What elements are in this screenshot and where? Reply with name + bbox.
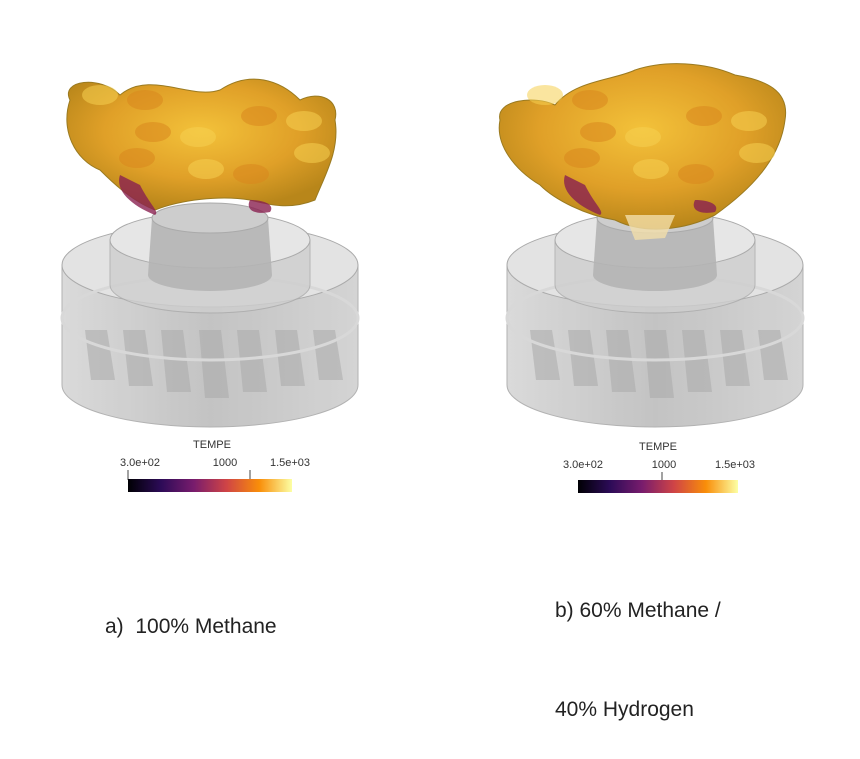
panel-b-render [498,63,805,428]
flame-patch [686,106,722,126]
flame-patch [286,111,322,131]
caption-line: b) 60% Methane / [555,599,721,622]
colorbar-a: TEMPE 3.0e+02 1000 1.5e+03 [120,439,310,492]
colorbar-min-label: 3.0e+02 [120,457,160,469]
swirler-vane [606,330,636,392]
swirler-vane [123,330,153,386]
caption-line: 40% Hydrogen [555,698,694,721]
flame-patch [625,127,661,147]
swirler-vane [644,330,674,398]
flame-patch [82,85,118,105]
swirler-vane [275,330,305,386]
flame-patch [119,148,155,168]
swirler-vane [237,330,267,392]
flame-cool-edge [564,175,602,215]
flame-patch [527,85,563,105]
flame-hydrogen-tip [625,215,675,240]
colorbar-max-label: 1.5e+03 [270,457,310,469]
colorbar-title: TEMPE [193,439,231,451]
swirler-vane [682,330,712,392]
flame-patch [135,122,171,142]
flame-patch [180,127,216,147]
flame-cool-edge [693,200,717,213]
flame-cool-edge [248,200,272,213]
flame-patch [580,122,616,142]
swirler-vane [758,330,788,380]
flame-cool-edge [119,175,157,215]
caption-b: b) 60% Methane / 40% Hydrogen [555,528,721,759]
flame-patch [564,148,600,168]
flame-patch [678,164,714,184]
caption-a: a) 100% Methane [105,544,277,676]
colorbar-mid-label: 1000 [652,459,676,471]
colorbar-gradient [578,480,738,493]
swirler-vane [313,330,343,380]
flame-patch [572,90,608,110]
flame-patch [633,159,669,179]
colorbar-title: TEMPE [639,441,677,453]
burner-centerbody-top [151,202,269,234]
colorbar-b: TEMPE 3.0e+02 1000 1.5e+03 [563,441,755,493]
flame-patch [241,106,277,126]
colorbar-gradient [128,479,292,492]
burner-centerbody [148,218,272,291]
flame-patch [294,143,330,163]
swirler-vane [199,330,229,398]
figure: TEMPE 3.0e+02 1000 1.5e+03 TEMPE 3.0e+02… [60,63,805,493]
flame-patch [731,111,767,131]
flame-patch [739,143,775,163]
panel-a-render [60,78,360,428]
swirler-vane [720,330,750,386]
colorbar-mid-label: 1000 [213,457,237,469]
colorbar-max-label: 1.5e+03 [715,459,755,471]
colorbar-min-label: 3.0e+02 [563,459,603,471]
flame-patch [188,159,224,179]
burner-centerbody [593,218,717,291]
flame-patch [127,90,163,110]
caption-line: a) 100% Methane [105,615,277,638]
swirler-vane [568,330,598,386]
swirler-vane [161,330,191,392]
flame-patch [233,164,269,184]
